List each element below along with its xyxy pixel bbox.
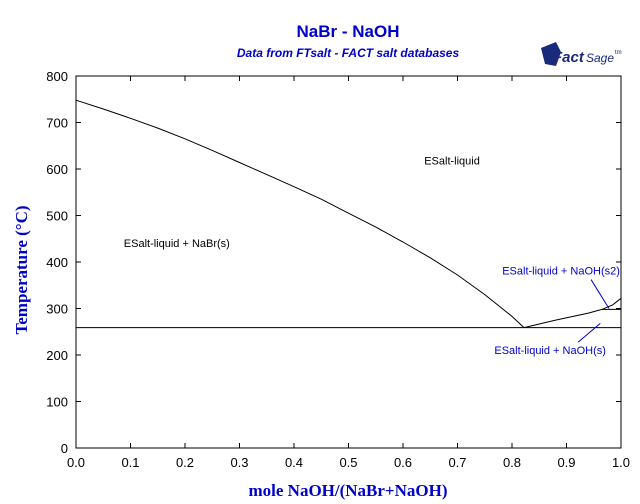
x-tick-label: 0.7 [448, 455, 466, 470]
x-tick-label: 1.0 [612, 455, 630, 470]
x-tick-label: 0.0 [67, 455, 85, 470]
region-label-0: ESalt-liquid [424, 155, 480, 167]
y-tick-label: 800 [46, 69, 68, 84]
x-tick-label: 0.3 [230, 455, 248, 470]
logo-tm: tm [615, 50, 622, 56]
x-tick-label: 0.4 [285, 455, 303, 470]
x-tick-label: 0.1 [121, 455, 139, 470]
logo-text-sub: Sage [586, 51, 614, 65]
region-label-1: ESalt-liquid + NaBr(s) [124, 238, 230, 250]
y-tick-label: 300 [46, 302, 68, 317]
region-label-3: ESalt-liquid + NaOH(s) [494, 345, 606, 357]
y-tick-label: 700 [46, 116, 68, 131]
chart-subtitle: Data from FTsalt - FACT salt databases [237, 46, 460, 60]
chart-title: NaBr - NaOH [297, 22, 400, 41]
phase-boundary-1 [523, 308, 603, 329]
logo-text-main: Fact [553, 49, 585, 66]
y-axis-label: Temperature (°C) [12, 205, 31, 334]
y-tick-label: 400 [46, 255, 68, 270]
y-tick-label: 200 [46, 348, 68, 363]
y-tick-label: 500 [46, 209, 68, 224]
y-tick-label: 0 [61, 441, 68, 456]
region-labels: ESalt-liquid ESalt-liquid + NaBr(s) ESalt-… [124, 155, 620, 357]
x-tick-label: 0.5 [339, 455, 357, 470]
y-axis-ticks: 0 100 200 300 400 500 600 700 800 [46, 69, 621, 456]
y-tick-label: 600 [46, 162, 68, 177]
x-tick-label: 0.9 [557, 455, 575, 470]
plot-frame [75, 75, 622, 449]
pointer-line-3 [577, 322, 601, 343]
x-tick-label: 0.6 [394, 455, 412, 470]
x-tick-label: 0.8 [503, 455, 521, 470]
y-tick-label: 100 [46, 395, 68, 410]
factsage-logo: Fact Sage tm [541, 42, 622, 66]
phase-boundary-2 [601, 297, 622, 310]
x-axis-label: mole NaOH/(NaBr+NaOH) [248, 481, 447, 500]
pointer-line-2 [590, 279, 610, 309]
phase-boundary-0 [75, 99, 525, 328]
logo-mark-icon [541, 42, 561, 66]
phase-boundaries [75, 99, 622, 329]
x-axis-ticks: 0.0 0.1 0.2 0.3 0.4 0.5 0.6 0.7 0.8 0.9 1.0 [67, 76, 630, 470]
plot-area [75, 75, 622, 449]
x-tick-label: 0.2 [176, 455, 194, 470]
region-label-2: ESalt-liquid + NaOH(s2) [502, 266, 620, 278]
